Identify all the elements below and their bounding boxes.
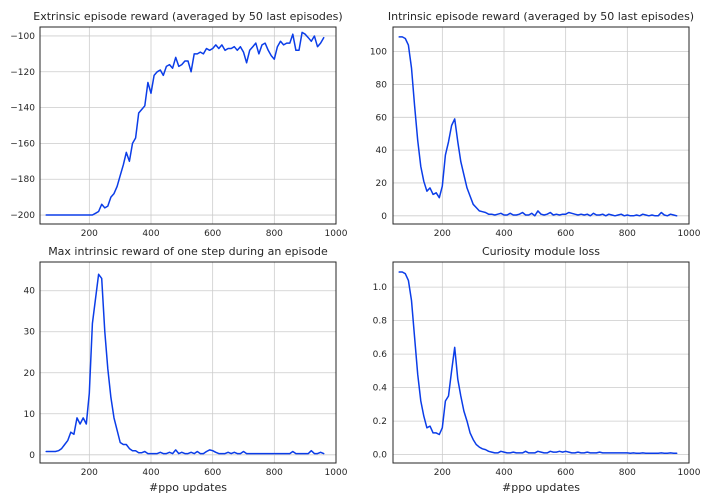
- plot-frame: [392, 261, 690, 464]
- x-tick-label: 1000: [325, 468, 348, 478]
- x-tick-label: 800: [266, 468, 283, 478]
- y-tick-label: 40: [24, 287, 36, 297]
- y-tick-label: 0: [29, 451, 35, 461]
- plot-frame: [39, 261, 337, 464]
- chart-title: Extrinsic episode reward (averaged by 50…: [33, 10, 342, 23]
- series-line: [45, 273, 325, 455]
- series-line: [398, 271, 678, 455]
- y-tick-label: −100: [10, 32, 35, 42]
- x-tick-label: 400: [142, 468, 159, 478]
- chart-intrinsic-reward: Intrinsic episode reward (averaged by 50…: [370, 10, 701, 239]
- x-tick-label: 800: [619, 229, 636, 239]
- x-tick-label: 600: [204, 229, 221, 239]
- x-tick-label: 1000: [678, 468, 701, 478]
- y-tick-label: −120: [10, 68, 35, 78]
- y-tick-label: 0.4: [373, 384, 388, 394]
- y-tick-label: 20: [376, 179, 388, 189]
- x-tick-label: 1000: [325, 229, 348, 239]
- x-tick-label: 800: [266, 229, 283, 239]
- y-tick-label: 0: [381, 212, 387, 222]
- x-tick-label: 400: [142, 229, 159, 239]
- series-line: [45, 31, 325, 216]
- chart-curiosity-loss: Curiosity module loss 200 400 600 800 1000 0.0…: [373, 245, 701, 494]
- x-axis-label: #ppo updates: [149, 481, 227, 494]
- x-tick-label: 800: [619, 468, 636, 478]
- y-tick-label: −180: [10, 175, 35, 185]
- x-tick-label: 1000: [678, 229, 701, 239]
- x-axis-label: #ppo updates: [502, 481, 580, 494]
- chart-extrinsic-reward: Extrinsic episode reward (averaged by 50…: [10, 10, 347, 239]
- y-tick-label: 0.0: [373, 451, 388, 461]
- chart-title: Curiosity module loss: [482, 245, 600, 258]
- chart-max-intrinsic-reward: Max intrinsic reward of one step during …: [24, 245, 348, 494]
- x-tick-label: 600: [557, 468, 574, 478]
- x-tick-label: 200: [81, 229, 98, 239]
- x-tick-label: 200: [434, 468, 451, 478]
- x-tick-label: 200: [81, 468, 98, 478]
- y-tick-label: 20: [24, 369, 36, 379]
- plot-frame: [392, 26, 690, 225]
- x-tick-label: 600: [204, 468, 221, 478]
- chart-title: Max intrinsic reward of one step during …: [48, 245, 328, 258]
- y-tick-label: 60: [376, 113, 388, 123]
- y-tick-label: −140: [10, 104, 35, 114]
- y-tick-label: −160: [10, 139, 35, 149]
- x-tick-label: 600: [557, 229, 574, 239]
- plot-frame: [39, 26, 337, 225]
- x-tick-label: 400: [495, 468, 512, 478]
- y-tick-label: 100: [370, 48, 387, 58]
- x-tick-label: 400: [495, 229, 512, 239]
- y-tick-label: 40: [376, 146, 388, 156]
- y-tick-label: 0.6: [373, 350, 388, 360]
- y-tick-label: 30: [24, 328, 36, 338]
- chart-title: Intrinsic episode reward (averaged by 50…: [388, 10, 694, 23]
- series-line: [398, 36, 678, 217]
- y-tick-label: −200: [10, 211, 35, 221]
- y-tick-label: 1.0: [373, 283, 388, 293]
- x-tick-label: 200: [434, 229, 451, 239]
- y-tick-label: 0.8: [373, 317, 388, 327]
- y-tick-label: 10: [24, 410, 36, 420]
- y-tick-label: 0.2: [373, 417, 387, 427]
- y-tick-label: 80: [376, 80, 388, 90]
